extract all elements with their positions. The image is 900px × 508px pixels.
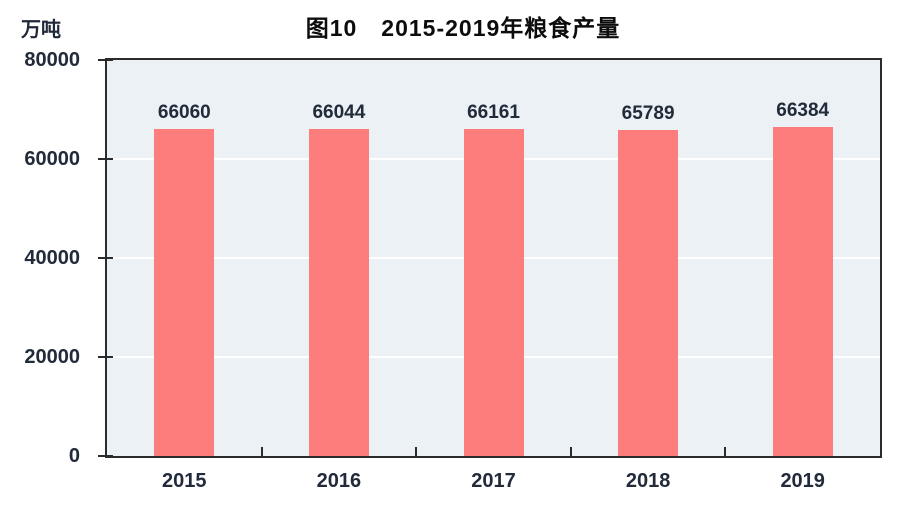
x-axis-tick-label-2016: 2016 <box>316 470 362 492</box>
bar-2019 <box>772 127 833 456</box>
y-axis-tick-label-40000: 40000 <box>24 247 80 269</box>
bar-value-label-2016: 66044 <box>312 102 366 124</box>
y-axis-tick-label-60000: 60000 <box>24 148 80 170</box>
y-axis-tick-label-80000: 80000 <box>24 49 80 71</box>
y-axis-unit-label: 万吨 <box>21 19 61 41</box>
x-axis-tick-mark-1 <box>260 447 263 456</box>
y-axis-tick-mark-40000 <box>98 257 113 259</box>
bar-value-label-2017: 66161 <box>467 101 520 123</box>
chart-title: 图10 2015-2019年粮食产量 <box>305 15 621 41</box>
y-axis-tick-mark-80000 <box>98 59 113 61</box>
bar-2016 <box>308 129 369 456</box>
y-axis-tick-label-20000: 20000 <box>24 346 80 368</box>
x-axis-tick-mark-2 <box>415 447 418 456</box>
bar-value-label-2018: 65789 <box>621 103 675 125</box>
x-axis-tick-label-2018: 2018 <box>625 470 671 492</box>
plot-area: 66060 66044 66161 65789 66384 <box>105 58 882 458</box>
y-axis-tick-mark-20000 <box>98 356 113 358</box>
x-axis-tick-mark-4 <box>724 447 727 456</box>
y-axis-tick-mark-0 <box>98 455 113 457</box>
x-axis-tick-mark-3 <box>569 447 572 456</box>
bar-2017 <box>463 128 524 456</box>
bar-value-label-2015: 66060 <box>157 102 211 124</box>
x-axis-tick-label-2019: 2019 <box>780 470 825 492</box>
bar-2018 <box>618 130 679 456</box>
bar-value-label-2019: 66384 <box>776 100 830 122</box>
x-axis-tick-label-2015: 2015 <box>162 470 207 492</box>
y-axis-tick-label-0: 0 <box>68 445 80 467</box>
bar-2015 <box>154 129 215 456</box>
x-axis-tick-label-2017: 2017 <box>471 470 516 492</box>
y-axis-tick-mark-60000 <box>98 158 113 160</box>
